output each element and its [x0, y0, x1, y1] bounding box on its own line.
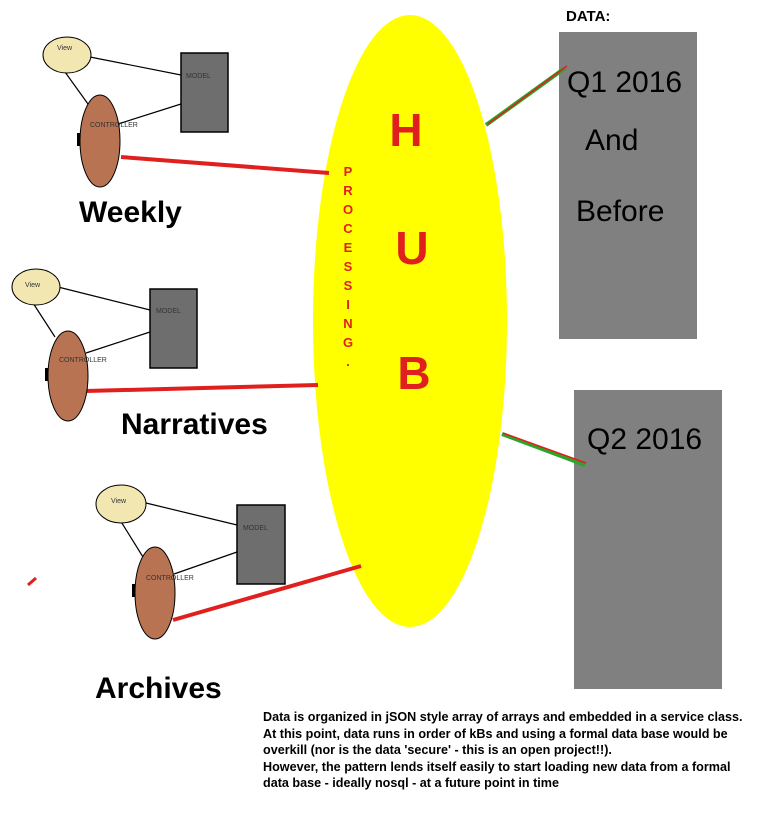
- narratives-model-box: [149, 288, 198, 369]
- processing-letter: G: [343, 335, 353, 350]
- hub-letter-b: B: [397, 347, 430, 399]
- hub-to-q1-connector: [484, 65, 568, 127]
- processing-letter: P: [344, 164, 353, 179]
- narratives-label: Narratives: [121, 408, 268, 441]
- hub-processing-label: P R O C E S S I N G .: [343, 164, 353, 369]
- module-weekly: MODEL View CONTROLLER Weekly: [42, 36, 330, 229]
- narratives-model-label: MODEL: [156, 308, 181, 315]
- explanation-note: Data is organized in jSON style array of…: [263, 709, 755, 792]
- weekly-view-ellipse: [42, 36, 92, 74]
- data-store-q1-box: [559, 32, 697, 339]
- processing-letter: R: [343, 183, 353, 198]
- processing-letter: E: [344, 240, 353, 255]
- data-store-q1-line-3: Before: [576, 195, 664, 228]
- data-store-q1-line-1: Q1 2016: [567, 66, 682, 99]
- narratives-view-ellipse: [11, 268, 61, 306]
- stray-red-mark: [27, 576, 37, 587]
- processing-letter: .: [346, 354, 350, 369]
- weekly-model-label: MODEL: [186, 73, 211, 80]
- module-narratives: MODEL View CONTROLLER Narratives: [11, 268, 319, 441]
- data-store-q2-line-1: Q2 2016: [587, 423, 702, 456]
- weekly-view-label: View: [57, 45, 73, 52]
- data-store-q2-box: [574, 390, 722, 689]
- hub-letter-h: H: [389, 104, 422, 156]
- note-line-3: However, the pattern lends itself easily…: [263, 759, 731, 791]
- hub-to-q2-connector: [501, 432, 587, 467]
- archives-view-label: View: [111, 498, 127, 505]
- weekly-to-hub-connector: [120, 155, 330, 175]
- weekly-controller-handle: [77, 133, 82, 146]
- narratives-controller-label: CONTROLLER: [59, 357, 107, 364]
- weekly-model-box: [180, 52, 229, 133]
- hub-letter-u: U: [395, 222, 428, 274]
- hub-ellipse: [313, 15, 507, 627]
- narratives-controller-ellipse: [47, 330, 89, 422]
- processing-letter: S: [344, 278, 353, 293]
- processing-letter: O: [343, 202, 353, 217]
- archives-to-hub-connector: [172, 564, 362, 622]
- archives-model-label: MODEL: [243, 525, 268, 532]
- archives-label: Archives: [95, 672, 222, 705]
- note-line-2: At this point, data runs in order of kBs…: [263, 726, 728, 758]
- processing-letter: I: [346, 297, 350, 312]
- data-header: DATA:: [566, 8, 610, 25]
- note-line-1: Data is organized in jSON style array of…: [263, 710, 743, 724]
- weekly-controller-ellipse: [79, 94, 121, 188]
- archives-view-ellipse: [95, 484, 147, 524]
- processing-letter: S: [344, 259, 353, 274]
- archives-controller-handle: [132, 584, 137, 597]
- weekly-controller-label: CONTROLLER: [90, 122, 138, 129]
- module-archives: MODEL View CONTROLLER Archives: [95, 484, 362, 705]
- data-store-q1-line-2: And: [585, 124, 638, 157]
- archives-controller-label: CONTROLLER: [146, 575, 194, 582]
- processing-letter: C: [343, 221, 353, 236]
- weekly-label: Weekly: [79, 196, 182, 229]
- processing-letter: N: [343, 316, 352, 331]
- narratives-to-hub-connector: [85, 383, 319, 393]
- archives-model-box: [236, 504, 286, 585]
- narratives-view-label: View: [25, 282, 41, 289]
- archives-controller-ellipse: [134, 546, 176, 640]
- narratives-controller-handle: [45, 368, 50, 381]
